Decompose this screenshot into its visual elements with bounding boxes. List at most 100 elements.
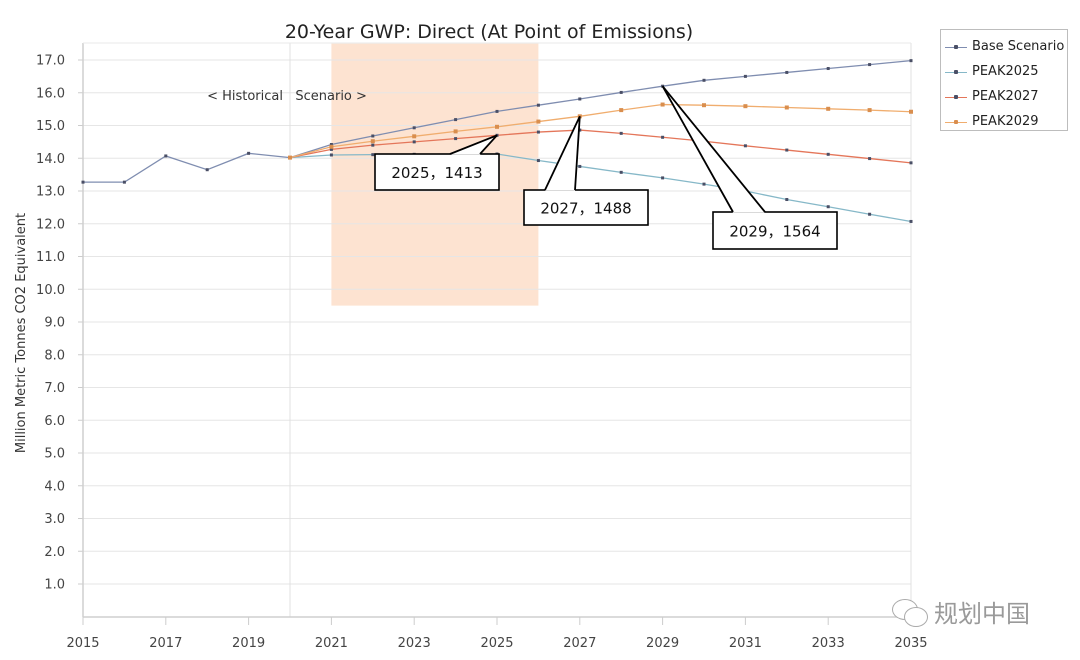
legend-swatch: [945, 42, 967, 52]
data-point: [785, 70, 789, 74]
legend-label: PEAK2025: [972, 64, 1039, 79]
data-point: [661, 135, 665, 139]
legend-label: Base Scenario: [972, 39, 1065, 54]
data-point: [619, 108, 624, 113]
legend-item: PEAK2027: [945, 84, 1067, 109]
data-point: [909, 59, 913, 63]
x-tick-label: 2023: [398, 636, 431, 651]
y-tick-label: 17.0: [36, 54, 65, 69]
y-tick-label: 2.0: [44, 545, 65, 560]
watermark: 规划中国: [890, 594, 1030, 629]
data-point: [536, 159, 540, 163]
y-tick-label: 11.0: [36, 250, 65, 265]
data-point: [288, 155, 292, 160]
data-point: [660, 102, 665, 107]
data-point: [247, 151, 251, 155]
data-point: [578, 164, 582, 168]
callout-box: [374, 153, 500, 191]
callout-box: [523, 189, 649, 226]
data-point: [868, 157, 872, 161]
callout-box: [712, 211, 838, 250]
y-tick-label: 6.0: [44, 414, 65, 429]
chart-title: 20-Year GWP: Direct (At Point of Emissio…: [285, 21, 693, 43]
legend-label: PEAK2029: [972, 114, 1039, 129]
data-point: [826, 152, 830, 156]
data-point: [329, 142, 333, 146]
data-point: [784, 105, 789, 110]
y-tick-label: 8.0: [44, 348, 65, 363]
callout-text: 2027，1488: [540, 200, 631, 218]
data-point: [826, 106, 831, 111]
y-tick-label: 9.0: [44, 316, 65, 331]
data-point: [743, 104, 748, 109]
data-point: [536, 103, 540, 107]
data-point: [329, 147, 333, 151]
data-point: [371, 153, 375, 157]
data-point: [619, 170, 623, 174]
data-point: [785, 148, 789, 152]
data-point: [909, 161, 913, 165]
data-point: [453, 129, 458, 134]
x-tick-label: 2035: [894, 636, 927, 651]
data-point: [536, 130, 540, 134]
data-point: [702, 78, 706, 82]
x-tick-label: 2015: [66, 636, 99, 651]
legend: Base Scenario PEAK2025 PEAK2027 PEAK2029: [940, 29, 1068, 131]
data-point: [205, 168, 209, 172]
legend-swatch: [945, 67, 967, 77]
callout-text: 2025，1413: [391, 164, 482, 182]
data-point: [412, 126, 416, 130]
y-tick-label: 13.0: [36, 185, 65, 200]
data-point: [495, 124, 499, 129]
data-point: [536, 119, 541, 124]
x-tick-label: 2031: [729, 636, 762, 651]
data-point: [329, 144, 334, 149]
series-line: [289, 129, 912, 164]
callout-pointer: [449, 134, 498, 155]
annotation-callout: 2027，1488: [523, 115, 649, 226]
data-point: [868, 63, 872, 67]
data-point: [619, 90, 623, 94]
data-point: [743, 74, 747, 78]
callout-pointer: [544, 115, 581, 191]
legend-item: PEAK2029: [945, 109, 1067, 134]
y-tick-label: 5.0: [44, 447, 65, 462]
data-point: [164, 154, 168, 158]
wechat-icon: [890, 597, 930, 627]
x-tick-label: 2027: [563, 636, 596, 651]
data-point: [826, 67, 830, 71]
y-axis-label: Million Metric Tonnes CO2 Equivalent: [14, 213, 29, 453]
y-tick-label: 4.0: [44, 479, 65, 494]
data-point: [412, 140, 416, 144]
callout-pointer: [661, 85, 766, 213]
x-tick-label: 2019: [232, 636, 265, 651]
x-tick-label: 2021: [315, 636, 348, 651]
data-point: [329, 153, 333, 157]
data-point: [743, 144, 747, 148]
x-tick-label: 2029: [646, 636, 679, 651]
data-point: [909, 219, 913, 223]
x-tick-label: 2033: [812, 636, 845, 651]
data-point: [578, 97, 582, 101]
y-tick-label: 14.0: [36, 152, 65, 167]
data-point: [370, 139, 375, 144]
data-point: [702, 103, 706, 108]
data-point: [454, 118, 458, 122]
y-tick-label: 16.0: [36, 86, 65, 101]
data-point: [661, 176, 665, 180]
legend-label: PEAK2027: [972, 89, 1039, 104]
data-point: [868, 212, 872, 216]
data-point: [371, 134, 375, 138]
x-tick-label: 2025: [480, 636, 513, 651]
y-tick-label: 7.0: [44, 381, 65, 396]
series-base-scenario: [81, 59, 913, 184]
data-point: [412, 134, 417, 139]
legend-swatch: [945, 92, 967, 102]
y-tick-label: 12.0: [36, 217, 65, 232]
data-point: [81, 180, 85, 184]
data-point: [495, 109, 499, 113]
series-line: [289, 103, 912, 159]
data-point: [909, 109, 913, 114]
data-point: [619, 131, 623, 135]
